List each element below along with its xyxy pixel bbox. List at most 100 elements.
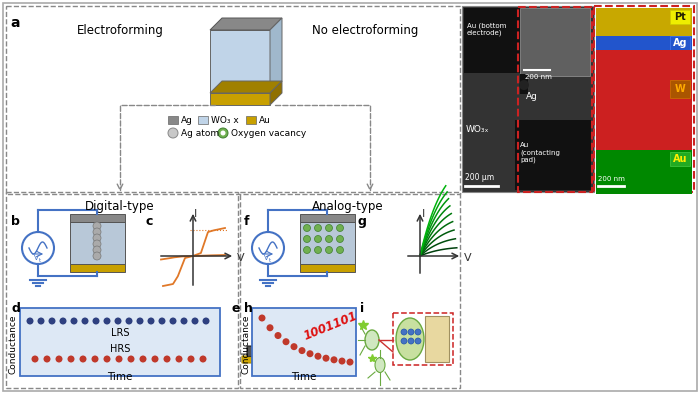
Circle shape [115, 318, 122, 325]
Polygon shape [270, 81, 282, 105]
Circle shape [158, 318, 165, 325]
Circle shape [22, 232, 54, 264]
Circle shape [93, 222, 101, 230]
Text: Ag atom: Ag atom [181, 128, 219, 138]
Circle shape [330, 356, 337, 363]
Text: e: e [232, 302, 241, 315]
Circle shape [93, 246, 101, 254]
Text: V: V [264, 255, 269, 261]
Text: V: V [237, 253, 244, 263]
Bar [596, 150, 692, 194]
Circle shape [337, 247, 344, 253]
Circle shape [401, 329, 407, 335]
Circle shape [415, 329, 421, 335]
Bar [464, 8, 529, 73]
Circle shape [38, 318, 45, 325]
Circle shape [304, 236, 311, 242]
Bar [596, 36, 692, 50]
Circle shape [258, 314, 265, 322]
Circle shape [164, 355, 171, 362]
Bar [210, 93, 270, 105]
Circle shape [80, 355, 87, 362]
Bar [247, 346, 297, 356]
Circle shape [169, 318, 176, 325]
Circle shape [326, 225, 332, 232]
Ellipse shape [375, 357, 385, 372]
Text: Au: Au [673, 154, 687, 164]
Bar [670, 80, 690, 98]
Circle shape [92, 318, 99, 325]
Text: Time: Time [107, 372, 133, 382]
Text: Conductance: Conductance [241, 314, 251, 374]
Polygon shape [270, 18, 282, 93]
Circle shape [408, 329, 414, 335]
Circle shape [401, 338, 407, 344]
Circle shape [314, 353, 321, 360]
Bar [515, 120, 591, 190]
Text: 200 nm: 200 nm [598, 176, 625, 182]
Circle shape [298, 347, 305, 354]
Bar [520, 8, 590, 76]
Bar [70, 264, 125, 272]
Text: d: d [11, 302, 20, 315]
Circle shape [337, 225, 344, 232]
Circle shape [32, 355, 38, 362]
Bar [670, 36, 690, 50]
Text: HRS: HRS [110, 344, 130, 354]
Circle shape [267, 324, 274, 331]
Text: 200 nm: 200 nm [525, 74, 552, 80]
Circle shape [27, 318, 34, 325]
Circle shape [93, 240, 101, 248]
Text: b: b [11, 215, 20, 228]
Circle shape [104, 318, 111, 325]
Text: a: a [10, 16, 20, 30]
Text: I: I [194, 209, 197, 219]
Bar [596, 50, 692, 150]
Text: f: f [244, 215, 249, 228]
Circle shape [176, 355, 183, 362]
Circle shape [188, 355, 195, 362]
Text: V: V [464, 253, 472, 263]
Text: Au (bottom
electrode): Au (bottom electrode) [467, 22, 506, 36]
Text: V: V [34, 255, 38, 261]
Circle shape [326, 236, 332, 242]
FancyBboxPatch shape [252, 308, 356, 376]
Text: g: g [357, 215, 366, 228]
Circle shape [199, 355, 206, 362]
Circle shape [274, 332, 281, 339]
Polygon shape [242, 333, 320, 363]
Circle shape [307, 350, 314, 357]
Bar [168, 116, 178, 124]
Text: c: c [145, 215, 153, 228]
Text: WO₃ₓ: WO₃ₓ [466, 126, 489, 134]
Circle shape [337, 236, 344, 242]
Circle shape [116, 355, 122, 362]
Circle shape [415, 338, 421, 344]
Circle shape [168, 128, 178, 138]
Ellipse shape [519, 80, 529, 90]
Circle shape [181, 318, 188, 325]
Bar [670, 152, 690, 166]
FancyBboxPatch shape [393, 313, 453, 365]
Polygon shape [247, 323, 307, 356]
Text: Ag: Ag [526, 92, 538, 101]
Circle shape [139, 355, 146, 362]
Circle shape [290, 343, 298, 350]
Circle shape [192, 318, 199, 325]
Bar [198, 116, 208, 124]
Circle shape [81, 318, 88, 325]
Text: Time: Time [291, 372, 316, 382]
Circle shape [314, 236, 321, 242]
Bar [70, 214, 125, 222]
Circle shape [314, 225, 321, 232]
Ellipse shape [365, 330, 379, 350]
Circle shape [148, 318, 155, 325]
Text: WO₃ x: WO₃ x [211, 115, 239, 125]
FancyBboxPatch shape [3, 3, 697, 391]
Bar [210, 30, 270, 93]
Circle shape [127, 355, 134, 362]
Circle shape [304, 225, 311, 232]
Circle shape [346, 359, 354, 366]
Circle shape [67, 355, 74, 362]
Circle shape [202, 318, 209, 325]
